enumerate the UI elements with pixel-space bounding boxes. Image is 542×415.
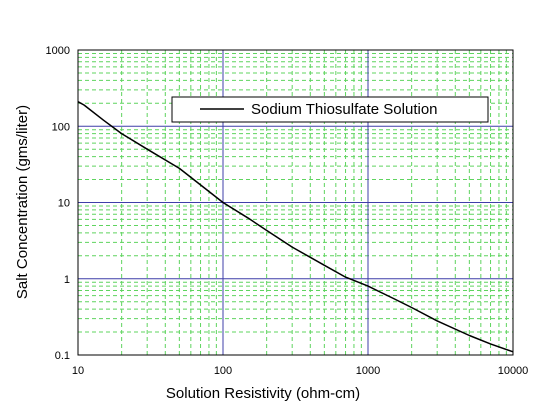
- y-tick-label: 10: [58, 198, 70, 210]
- x-tick-label: 100: [214, 365, 232, 377]
- x-tick-label: 1000: [356, 365, 380, 377]
- series-line: [77, 101, 514, 353]
- y-tick-label: 1000: [46, 45, 70, 57]
- plot-frame: [77, 49, 514, 356]
- legend: Sodium Thiosulfate Solution: [171, 96, 489, 123]
- y-tick-label: 0.1: [55, 350, 70, 362]
- y-tick-labels: 0.1 1 10 100 1000: [46, 45, 70, 362]
- y-tick-label: 1: [64, 274, 70, 286]
- x-tick-labels: 10 100 1000 10000: [72, 365, 528, 377]
- x-tick-label: 10: [72, 365, 84, 377]
- y-tick-label: 100: [52, 121, 70, 133]
- x-axis-title: Solution Resistivity (ohm-cm): [166, 385, 360, 402]
- x-tick-label: 10000: [498, 365, 529, 377]
- y-axis-title: Salt Concentration (gms/liter): [14, 105, 31, 299]
- legend-label: Sodium Thiosulfate Solution: [251, 101, 438, 118]
- series-layer: [77, 101, 514, 353]
